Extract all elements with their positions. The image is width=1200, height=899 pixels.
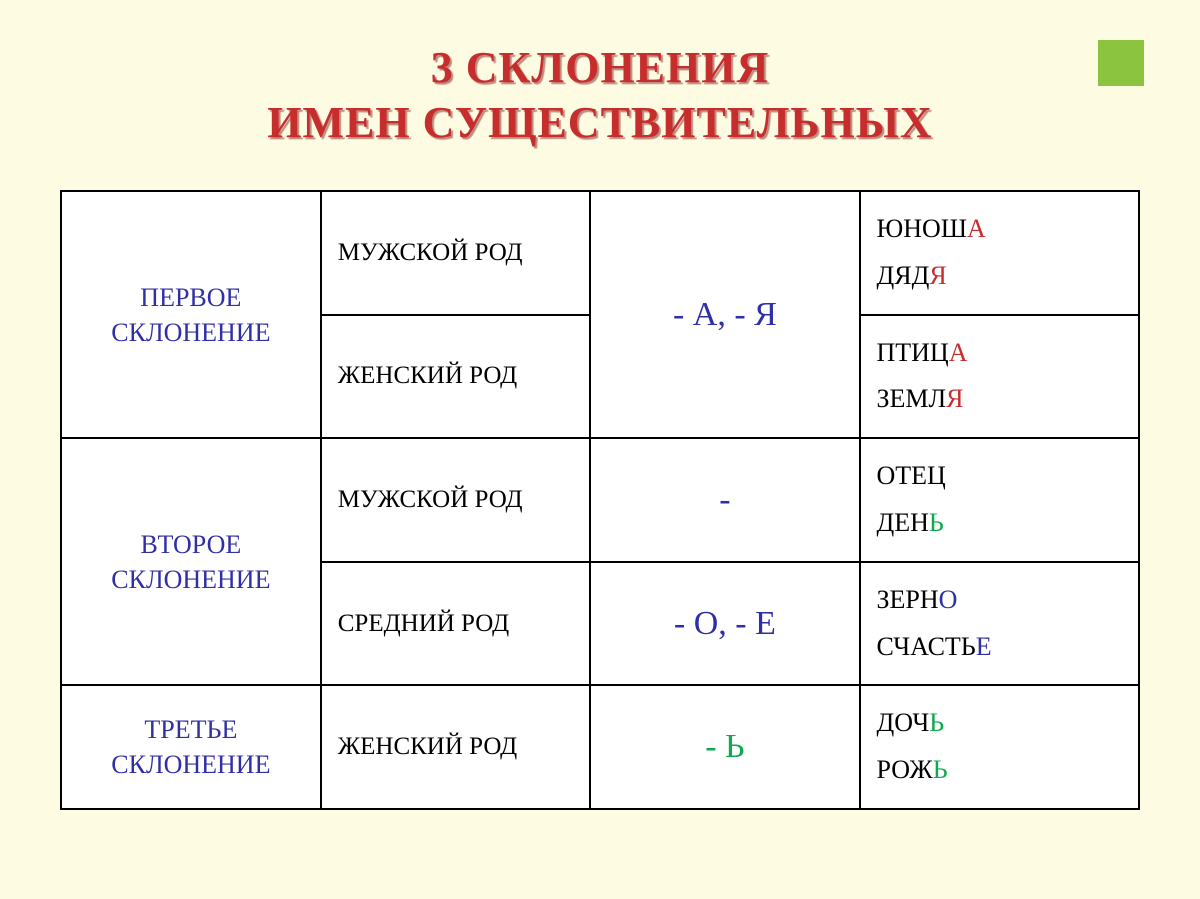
gender-cell: СРЕДНИЙ РОД <box>321 562 591 686</box>
gender-cell: ЖЕНСКИЙ РОД <box>321 315 591 439</box>
gender-cell: МУЖСКОЙ РОД <box>321 438 591 562</box>
declension-cell: ВТОРОЕ СКЛОНЕНИЕ <box>61 438 321 685</box>
example-word: СЧАСТЬЕ <box>877 632 992 661</box>
examples-cell: ДОЧЬ РОЖЬ <box>860 685 1140 809</box>
title-line-2: ИМЕН СУЩЕСТВИТЕЛЬНЫХ <box>267 98 932 147</box>
ending-label: - О, - Е <box>674 605 776 642</box>
ending-label: - <box>719 481 730 518</box>
table-container: ПЕРВОЕ СКЛОНЕНИЕ МУЖСКОЙ РОД - А, - Я ЮН… <box>0 190 1200 810</box>
table-row: ТРЕТЬЕ СКЛОНЕНИЕ ЖЕНСКИЙ РОД - Ь ДОЧЬ РО… <box>61 685 1139 809</box>
example-word: ДЕНЬ <box>877 508 944 537</box>
example-word: РОЖЬ <box>877 755 948 784</box>
gender-label: СРЕДНИЙ РОД <box>338 610 509 637</box>
example-word: ЮНОША <box>877 214 986 243</box>
declension-label: ПЕРВОЕ СКЛОНЕНИЕ <box>111 283 270 347</box>
examples-cell: ПТИЦА ЗЕМЛЯ <box>860 315 1140 439</box>
gender-cell: ЖЕНСКИЙ РОД <box>321 685 591 809</box>
example-word: ПТИЦА <box>877 338 968 367</box>
declension-table: ПЕРВОЕ СКЛОНЕНИЕ МУЖСКОЙ РОД - А, - Я ЮН… <box>60 190 1140 810</box>
example-word: ОТЕЦ <box>877 461 946 490</box>
gender-label: МУЖСКОЙ РОД <box>338 486 523 513</box>
gender-label: МУЖСКОЙ РОД <box>338 239 523 266</box>
examples-cell: ЮНОША ДЯДЯ <box>860 191 1140 315</box>
example-word: ЗЕРНО <box>877 585 958 614</box>
example-word: ДЯДЯ <box>877 261 947 290</box>
ending-cell: - <box>590 438 859 562</box>
table-row: ВТОРОЕ СКЛОНЕНИЕ МУЖСКОЙ РОД - ОТЕЦ ДЕНЬ <box>61 438 1139 562</box>
gender-cell: МУЖСКОЙ РОД <box>321 191 591 315</box>
ending-label: - А, - Я <box>673 296 777 333</box>
ending-cell: - О, - Е <box>590 562 859 686</box>
gender-label: ЖЕНСКИЙ РОД <box>338 733 518 760</box>
example-word: ДОЧЬ <box>877 708 945 737</box>
page-title: 3 СКЛОНЕНИЯ ИМЕН СУЩЕСТВИТЕЛЬНЫХ <box>0 40 1200 150</box>
title-line-1: 3 СКЛОНЕНИЯ <box>431 43 770 92</box>
declension-label: ВТОРОЕ СКЛОНЕНИЕ <box>111 530 270 594</box>
ending-cell: - Ь <box>590 685 859 809</box>
corner-decoration <box>1098 40 1144 86</box>
example-word: ЗЕМЛЯ <box>877 384 964 413</box>
gender-label: ЖЕНСКИЙ РОД <box>338 362 518 389</box>
declension-label: ТРЕТЬЕ СКЛОНЕНИЕ <box>111 715 270 779</box>
declension-cell: ТРЕТЬЕ СКЛОНЕНИЕ <box>61 685 321 809</box>
examples-cell: ЗЕРНО СЧАСТЬЕ <box>860 562 1140 686</box>
table-row: ПЕРВОЕ СКЛОНЕНИЕ МУЖСКОЙ РОД - А, - Я ЮН… <box>61 191 1139 315</box>
ending-cell: - А, - Я <box>590 191 859 438</box>
ending-label: - Ь <box>705 728 744 765</box>
examples-cell: ОТЕЦ ДЕНЬ <box>860 438 1140 562</box>
declension-cell: ПЕРВОЕ СКЛОНЕНИЕ <box>61 191 321 438</box>
